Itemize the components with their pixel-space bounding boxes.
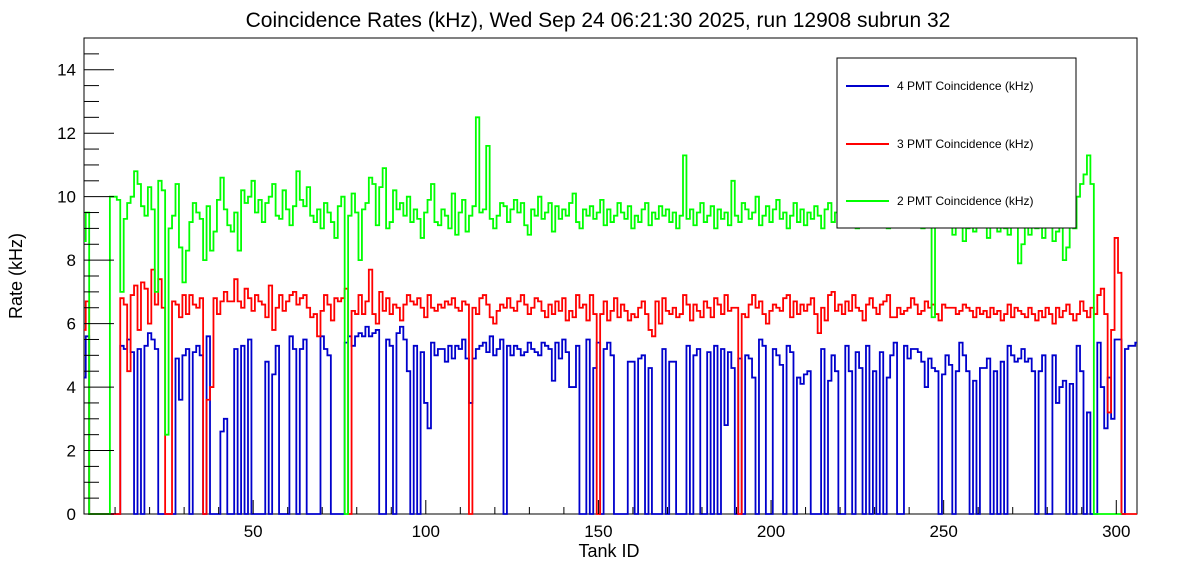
x-tick-label: 50 [244,522,263,541]
x-tick-label: 150 [584,522,612,541]
x-tick-label: 250 [929,522,957,541]
series-line-2 [84,237,1137,515]
legend-label: 4 PMT Coincidence (kHz) [897,79,1034,93]
x-tick-label: 200 [757,522,785,541]
y-axis-label: Rate (kHz) [6,233,26,319]
y-tick-label: 0 [67,505,76,524]
y-tick-label: 8 [67,251,76,270]
y-tick-label: 4 [67,378,76,397]
y-tick-label: 14 [57,61,76,80]
y-tick-label: 10 [57,188,76,207]
y-tick-label: 12 [57,124,76,143]
y-tick-label: 2 [67,442,76,461]
y-tick-label: 6 [67,315,76,334]
x-axis-label: Tank ID [578,541,639,561]
chart-title: Coincidence Rates (kHz), Wed Sep 24 06:2… [246,9,951,32]
legend-label: 2 PMT Coincidence (kHz) [897,194,1034,208]
series-line-1 [84,325,1137,515]
x-tick-label: 100 [412,522,440,541]
x-tick-label: 300 [1102,522,1130,541]
legend: 4 PMT Coincidence (kHz) 3 PMT Coincidence… [836,57,1077,229]
legend-label: 3 PMT Coincidence (kHz) [897,137,1034,151]
